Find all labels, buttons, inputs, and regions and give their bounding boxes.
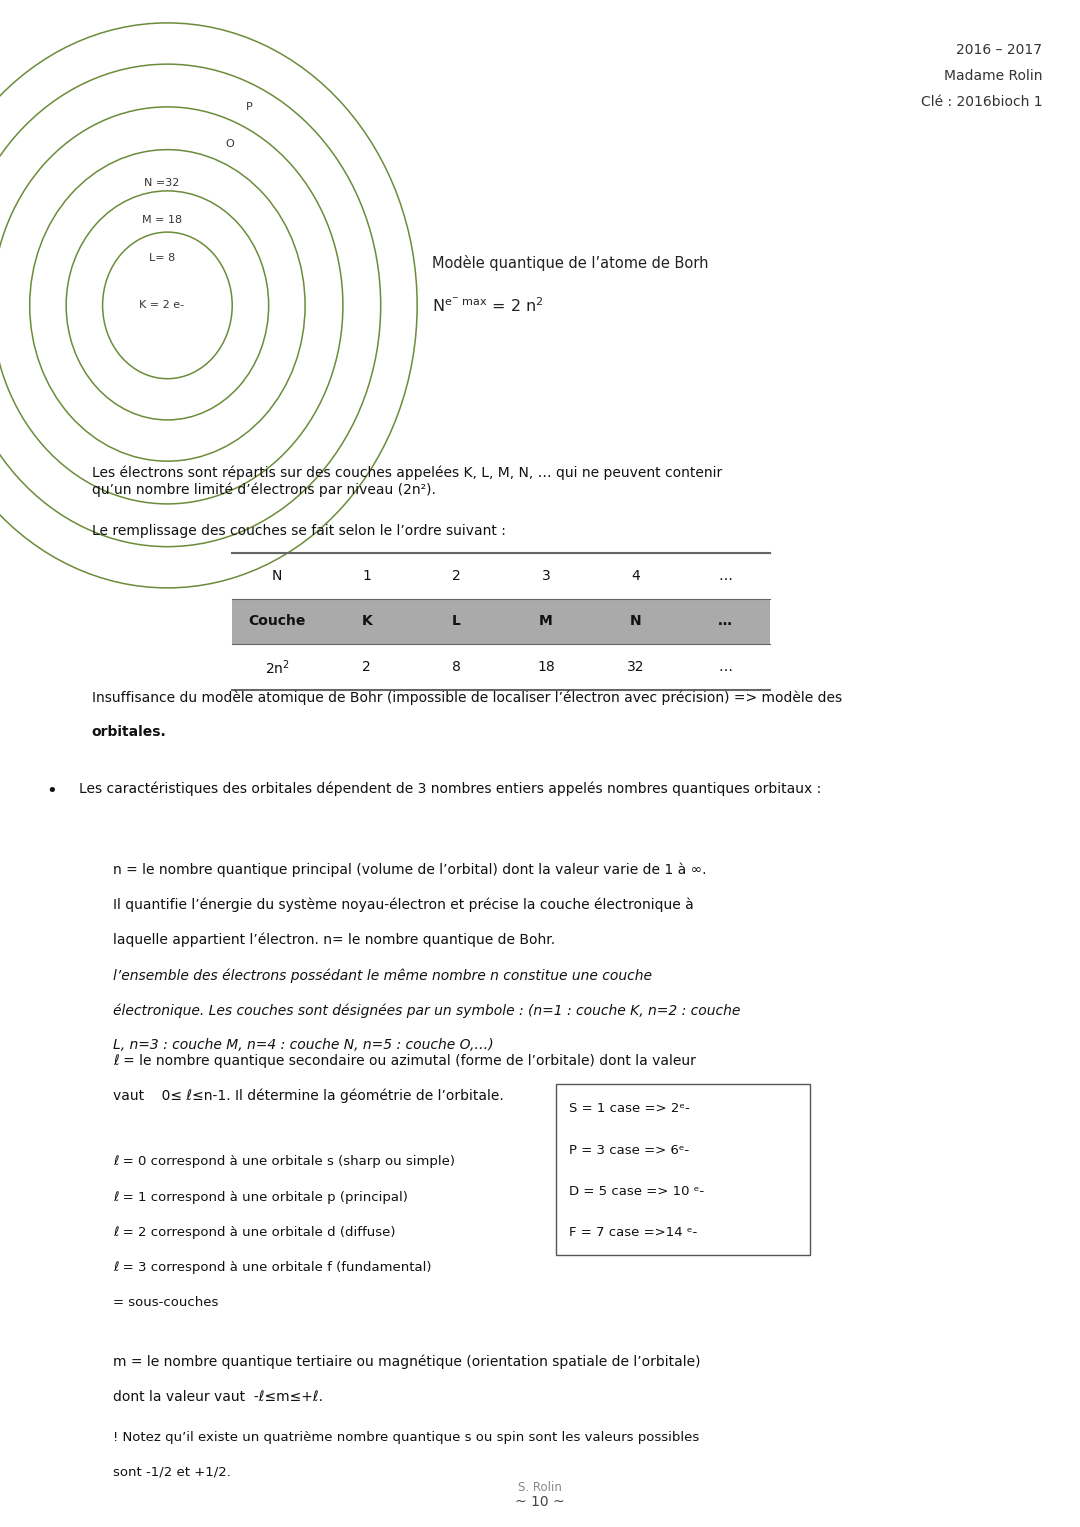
FancyBboxPatch shape [556, 1084, 810, 1255]
Text: •: • [46, 782, 57, 800]
Text: Les caractéristiques des orbitales dépendent de 3 nombres entiers appelés nombre: Les caractéristiques des orbitales dépen… [79, 782, 821, 796]
Text: N =32: N =32 [145, 179, 179, 188]
Text: vaut    0≤ ℓ≤n-1. Il détermine la géométrie de l’orbitale.: vaut 0≤ ℓ≤n-1. Il détermine la géométrie… [113, 1089, 504, 1102]
Text: N$^{\mathregular{e}^{\mathregular{-}}\ \mathregular{max}}$ = 2 n$^{\mathregular{: N$^{\mathregular{e}^{\mathregular{-}}\ \… [432, 296, 543, 315]
Text: S. Rolin: S. Rolin [518, 1481, 562, 1495]
Text: dont la valeur vaut  -ℓ≤m≤+ℓ.: dont la valeur vaut -ℓ≤m≤+ℓ. [113, 1390, 323, 1403]
Text: 2n$^2$: 2n$^2$ [265, 658, 289, 676]
Text: Clé : 2016bioch 1: Clé : 2016bioch 1 [920, 95, 1042, 108]
Text: Insuffisance du modèle atomique de Bohr (impossible de localiser l’électron avec: Insuffisance du modèle atomique de Bohr … [92, 690, 842, 704]
Text: …: … [718, 614, 732, 629]
Text: 2: 2 [362, 660, 372, 675]
Text: 3: 3 [541, 568, 551, 583]
Text: N: N [630, 614, 642, 629]
Text: O: O [226, 139, 234, 148]
Text: 2016 – 2017: 2016 – 2017 [956, 43, 1042, 56]
Text: 1: 1 [362, 568, 372, 583]
Text: Couche: Couche [248, 614, 306, 629]
Text: Le remplissage des couches se fait selon le l’ordre suivant :: Le remplissage des couches se fait selon… [92, 524, 505, 538]
Text: P: P [246, 102, 253, 111]
Text: = sous-couches: = sous-couches [113, 1296, 219, 1309]
Text: M: M [539, 614, 553, 629]
Text: N: N [272, 568, 282, 583]
Text: 32: 32 [626, 660, 645, 675]
Text: électronique. Les couches sont désignées par un symbole : (n=1 : couche K, n=2 :: électronique. Les couches sont désignées… [113, 1003, 741, 1017]
Text: Les électrons sont répartis sur des couches appelées K, L, M, N, … qui ne peuven: Les électrons sont répartis sur des couc… [92, 466, 723, 496]
Text: M = 18: M = 18 [141, 215, 183, 224]
Text: K: K [362, 614, 372, 629]
Text: ! Notez qu’il existe un quatrième nombre quantique s ou spin sont les valeurs po: ! Notez qu’il existe un quatrième nombre… [113, 1431, 700, 1445]
Text: Madame Rolin: Madame Rolin [944, 69, 1042, 82]
Text: ℓ = 0 correspond à une orbitale s (sharp ou simple): ℓ = 0 correspond à une orbitale s (sharp… [113, 1156, 456, 1168]
Text: 8: 8 [451, 660, 461, 675]
Text: ℓ = 2 correspond à une orbitale d (diffuse): ℓ = 2 correspond à une orbitale d (diffu… [113, 1226, 396, 1238]
Text: P = 3 case => 6ᵉ-: P = 3 case => 6ᵉ- [569, 1144, 689, 1157]
Text: ℓ = le nombre quantique secondaire ou azimutal (forme de l’orbitale) dont la val: ℓ = le nombre quantique secondaire ou az… [113, 1054, 697, 1067]
Text: m = le nombre quantique tertiaire ou magnétique (orientation spatiale de l’orbit: m = le nombre quantique tertiaire ou mag… [113, 1354, 701, 1368]
Text: l’ensemble des électrons possédant le même nombre n constitue une couche: l’ensemble des électrons possédant le mê… [113, 968, 652, 982]
Text: Il quantifie l’énergie du système noyau-électron et précise la couche électroniq: Il quantifie l’énergie du système noyau-… [113, 898, 694, 912]
Text: …: … [718, 568, 732, 583]
Text: D = 5 case => 10 ᵉ-: D = 5 case => 10 ᵉ- [569, 1185, 704, 1199]
FancyBboxPatch shape [232, 644, 770, 690]
Text: orbitales.: orbitales. [92, 725, 166, 739]
Text: 18: 18 [537, 660, 555, 675]
Text: ℓ = 1 correspond à une orbitale p (principal): ℓ = 1 correspond à une orbitale p (princ… [113, 1191, 408, 1203]
Text: sont -1/2 et +1/2.: sont -1/2 et +1/2. [113, 1466, 231, 1480]
FancyBboxPatch shape [232, 553, 770, 599]
Text: Modèle quantique de l’atome de Borh: Modèle quantique de l’atome de Borh [432, 255, 708, 270]
Text: …: … [718, 660, 732, 675]
Text: K = 2 e-: K = 2 e- [139, 301, 185, 310]
Text: F = 7 case =>14 ᵉ-: F = 7 case =>14 ᵉ- [569, 1226, 698, 1240]
Text: n = le nombre quantique principal (volume de l’orbital) dont la valeur varie de : n = le nombre quantique principal (volum… [113, 863, 707, 876]
Text: L= 8: L= 8 [149, 253, 175, 263]
Text: S = 1 case => 2ᵉ-: S = 1 case => 2ᵉ- [569, 1102, 690, 1116]
Text: L, n=3 : couche M, n=4 : couche N, n=5 : couche O,…): L, n=3 : couche M, n=4 : couche N, n=5 :… [113, 1038, 494, 1052]
Text: 2: 2 [451, 568, 461, 583]
Text: 4: 4 [631, 568, 640, 583]
Text: L: L [451, 614, 461, 629]
Text: laquelle appartient l’électron. n= le nombre quantique de Bohr.: laquelle appartient l’électron. n= le no… [113, 933, 555, 947]
Text: ~ 10 ~: ~ 10 ~ [515, 1495, 565, 1509]
Text: ℓ = 3 correspond à une orbitale f (fundamental): ℓ = 3 correspond à une orbitale f (funda… [113, 1261, 432, 1274]
FancyBboxPatch shape [232, 599, 770, 644]
